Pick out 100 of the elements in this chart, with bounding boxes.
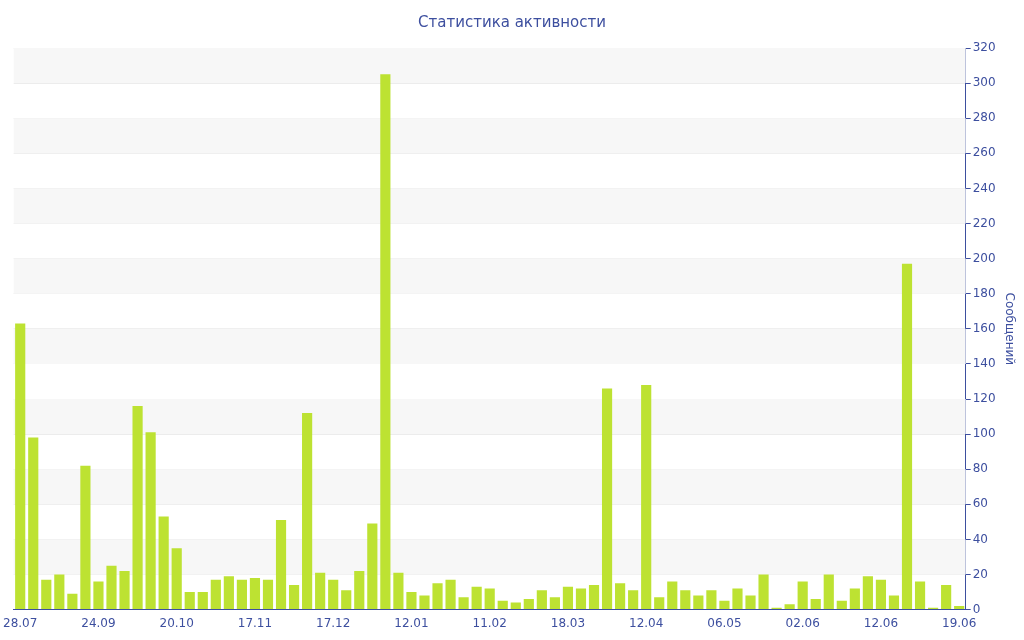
bar: [210, 579, 221, 610]
bar: [680, 590, 691, 610]
bar: [641, 384, 652, 610]
bar: [80, 465, 91, 610]
bar: [67, 593, 78, 610]
bar: [93, 581, 104, 610]
y-tick-label: 160: [972, 320, 996, 335]
bar: [719, 600, 730, 610]
bar: [145, 432, 156, 610]
x-tick-label: 20.10: [159, 615, 194, 630]
y-tick-label: 20: [972, 566, 988, 581]
y-tick-label: 40: [972, 531, 988, 546]
bar: [875, 579, 887, 610]
y-tick-label: 280: [972, 110, 996, 125]
x-tick-label: 12.06: [863, 615, 899, 630]
bar: [354, 570, 365, 610]
bar: [758, 574, 769, 610]
bar: [132, 406, 143, 610]
bar: [471, 586, 482, 610]
bar: [197, 592, 208, 610]
bar: [667, 581, 678, 610]
x-tick-label: 24.09: [81, 615, 116, 630]
y-tick-label: 100: [972, 426, 996, 441]
bar: [810, 599, 821, 610]
x-tick-label: 17.12: [316, 615, 351, 630]
bar: [275, 520, 287, 610]
bar: [262, 579, 274, 610]
x-tick-label: 17.11: [237, 615, 273, 630]
bar: [510, 602, 521, 610]
bar: [914, 581, 926, 610]
x-tick-label: 12.01: [394, 615, 429, 630]
x-tick-label: 06.05: [707, 615, 742, 630]
bar: [575, 588, 587, 610]
bar: [432, 583, 443, 610]
bar: [223, 576, 234, 610]
y-axis-title: Сообщений: [1002, 292, 1017, 366]
y-tick-label: 180: [972, 285, 996, 300]
bar: [745, 595, 756, 610]
bar: [236, 579, 247, 610]
bar: [315, 572, 326, 610]
bar: [184, 592, 195, 610]
bar: [823, 574, 834, 610]
bar: [406, 592, 417, 610]
bar: [15, 323, 26, 610]
bar: [654, 597, 665, 610]
bar: [732, 588, 743, 610]
y-tick-label: 140: [972, 356, 996, 371]
bar: [445, 579, 456, 610]
bar: [601, 388, 613, 610]
chart-title: Статистика активности: [418, 12, 606, 31]
x-tick-label: 11.02: [472, 615, 507, 630]
bar: [549, 597, 560, 610]
x-tick-label: 18.03: [550, 615, 586, 630]
bar: [249, 578, 261, 610]
y-tick-label: 320: [972, 40, 996, 55]
bar: [784, 604, 795, 610]
bar: [901, 263, 913, 610]
bar: [562, 586, 574, 610]
bar: [862, 576, 873, 610]
bar: [628, 590, 639, 610]
y-tick-label: 200: [972, 250, 996, 265]
y-tick-label: 80: [972, 461, 988, 476]
bar: [458, 597, 469, 610]
y-tick-label: 240: [972, 180, 996, 195]
bar: [523, 599, 534, 610]
bar: [706, 590, 717, 610]
bar: [419, 595, 430, 610]
bar: [888, 595, 900, 610]
y-tick-label: 120: [972, 391, 996, 406]
y-tick-label: 260: [972, 145, 996, 160]
y-tick-label: 60: [972, 496, 988, 511]
bar: [341, 590, 352, 610]
x-tick-label: 02.06: [785, 615, 820, 630]
bar: [797, 581, 808, 610]
bar: [171, 548, 182, 610]
bar: [484, 588, 495, 610]
bar: [367, 523, 378, 610]
bar: [941, 585, 952, 610]
bar: [536, 590, 547, 610]
bar: [302, 413, 313, 610]
x-tick-label: 19.06: [942, 615, 977, 630]
bar: [380, 74, 391, 610]
bar: [41, 579, 52, 610]
bar: [836, 600, 847, 610]
bar: [393, 572, 404, 610]
x-tick-label: 12.04: [629, 615, 664, 630]
bar: [328, 579, 339, 610]
x-tick-label: 28.07: [3, 615, 38, 630]
bar: [693, 595, 704, 610]
bar: [106, 565, 117, 610]
bar: [158, 516, 169, 610]
bar: [497, 600, 508, 610]
y-tick-label: 220: [972, 215, 996, 230]
y-tick-label: 300: [972, 75, 996, 90]
bar: [849, 588, 860, 610]
bar: [954, 606, 965, 610]
bar: [54, 574, 65, 610]
bar: [119, 570, 130, 610]
bar: [588, 585, 600, 610]
bar: [28, 437, 39, 610]
